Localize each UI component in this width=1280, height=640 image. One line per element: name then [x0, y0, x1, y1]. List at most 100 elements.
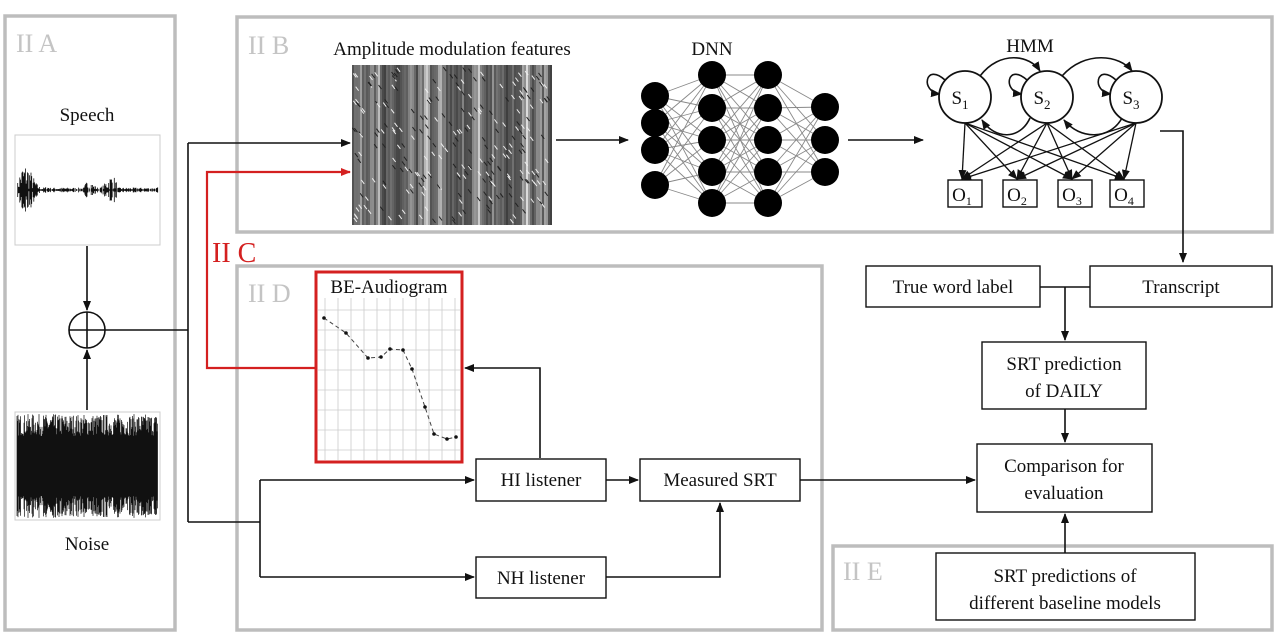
hmm-emission-arrow	[958, 122, 967, 180]
hmm-observation-1: O1	[947, 179, 983, 208]
dnn-node	[754, 189, 782, 217]
dnn-node	[641, 82, 669, 110]
amplitude-modulation-features-image	[351, 65, 552, 225]
svg-text:S1: S1	[951, 88, 968, 112]
panel-d-label: II D	[248, 279, 291, 308]
hmm-state-2: S2	[1020, 70, 1074, 124]
noise-label: Noise	[65, 534, 109, 555]
srt-prediction-daily-box: SRT prediction of DAILY	[981, 341, 1147, 410]
hmm-graph: S1 S2 S3 O1 O2 O3 O4	[926, 56, 1163, 208]
noise-waveform	[16, 414, 158, 518]
svg-text:SRT predictions of: SRT predictions of	[993, 566, 1137, 587]
svg-text:NH listener: NH listener	[497, 568, 586, 589]
be-audiogram: BE-Audiogram	[314, 270, 464, 464]
svg-text:O4: O4	[1114, 185, 1134, 208]
audiogram-to-features-red-arrow	[205, 168, 351, 370]
hmm-state-3: S3	[1109, 70, 1163, 124]
measured-srt-box: Measured SRT	[639, 458, 801, 502]
hmm-to-transcript-arrow	[1160, 130, 1187, 263]
panel-b	[235, 15, 1274, 234]
hmm-emission-arrow	[961, 122, 1048, 180]
hmm-emission-arrow	[1121, 122, 1137, 180]
svg-text:True word label: True word label	[893, 277, 1014, 298]
hmm-emission-arrow	[1071, 122, 1137, 180]
hmm-observation-3: O3	[1057, 179, 1093, 208]
audiogram-point	[454, 435, 458, 439]
hmm-emission-arrow	[1016, 122, 1137, 180]
svg-text:SRT prediction: SRT prediction	[1006, 354, 1122, 375]
hmm-observation-4: O4	[1109, 179, 1145, 208]
audiogram-point	[445, 437, 449, 441]
audiogram-point	[379, 355, 383, 359]
svg-text:different baseline models: different baseline models	[969, 593, 1161, 614]
svg-text:Transcript: Transcript	[1142, 277, 1220, 298]
panel-d	[235, 264, 824, 632]
dnn-node	[698, 158, 726, 186]
comparison-box: Comparison for evaluation	[976, 443, 1153, 513]
sum-icon	[68, 311, 106, 349]
audiogram-point	[344, 331, 348, 335]
dnn-node	[754, 126, 782, 154]
dnn-node	[754, 61, 782, 89]
audiogram-point	[366, 356, 370, 360]
hmm-state-1: S1	[938, 70, 992, 124]
audiogram-point	[388, 347, 392, 351]
svg-text:HI listener: HI listener	[501, 470, 582, 491]
hmm-emission-arrow	[1046, 122, 1073, 180]
audiogram-point	[401, 348, 405, 352]
panel-a	[3, 14, 177, 632]
dnn-node	[641, 136, 669, 164]
true-word-label-box: True word label	[865, 265, 1041, 308]
svg-text:of DAILY: of DAILY	[1025, 381, 1103, 402]
hmm-emission-arrow	[1016, 122, 1048, 180]
panel-c-label: II C	[212, 238, 256, 269]
hmm-emission-arrow	[964, 122, 1073, 180]
hmm-emission-arrow	[964, 122, 1125, 180]
svg-text:S3: S3	[1122, 88, 1139, 112]
dnn-node	[698, 189, 726, 217]
hmm-observation-2: O2	[1002, 179, 1038, 208]
panel-e	[831, 544, 1274, 632]
nh-listener-box: NH listener	[475, 556, 607, 599]
dnn-node	[641, 171, 669, 199]
dnn-node	[811, 93, 839, 121]
hi-listener-box: HI listener	[475, 458, 607, 502]
svg-text:O2: O2	[1007, 185, 1027, 208]
features-title: Amplitude modulation features	[333, 39, 570, 60]
dnn-node	[811, 158, 839, 186]
audiogram-point	[410, 367, 414, 371]
speech-waveform	[17, 168, 159, 212]
svg-text:O1: O1	[952, 185, 972, 208]
panel-e-label: II E	[843, 557, 883, 586]
audiogram-point	[322, 316, 326, 320]
mixture-connector	[105, 139, 351, 523]
hi-listener-to-audiogram-arrow	[464, 364, 541, 458]
dnn-node	[698, 61, 726, 89]
dnn-node	[754, 94, 782, 122]
audiogram-title: BE-Audiogram	[330, 277, 447, 298]
hmm-emission-arrow	[964, 122, 1018, 180]
audiogram-point	[423, 405, 427, 409]
dnn-network	[641, 61, 839, 217]
transcript-box: Transcript	[1089, 265, 1273, 308]
hmm-title: HMM	[1006, 36, 1054, 57]
svg-text:O3: O3	[1062, 185, 1082, 208]
baseline-models-box: SRT predictions of different baseline mo…	[935, 552, 1196, 621]
dnn-title: DNN	[691, 39, 732, 60]
dnn-node	[698, 126, 726, 154]
panel-a-label: II A	[16, 29, 57, 58]
svg-text:Comparison for: Comparison for	[1004, 456, 1124, 477]
panel-b-label: II B	[248, 31, 289, 60]
svg-text:evaluation: evaluation	[1024, 483, 1104, 504]
dnn-node	[641, 109, 669, 137]
dnn-node	[754, 158, 782, 186]
speech-label: Speech	[60, 105, 115, 126]
hmm-emission-arrow	[1046, 122, 1125, 180]
svg-text:S2: S2	[1033, 88, 1050, 112]
dnn-node	[698, 94, 726, 122]
listener-routing	[259, 476, 976, 581]
dnn-node	[811, 126, 839, 154]
audiogram-point	[432, 432, 436, 436]
svg-text:Measured SRT: Measured SRT	[663, 470, 777, 491]
